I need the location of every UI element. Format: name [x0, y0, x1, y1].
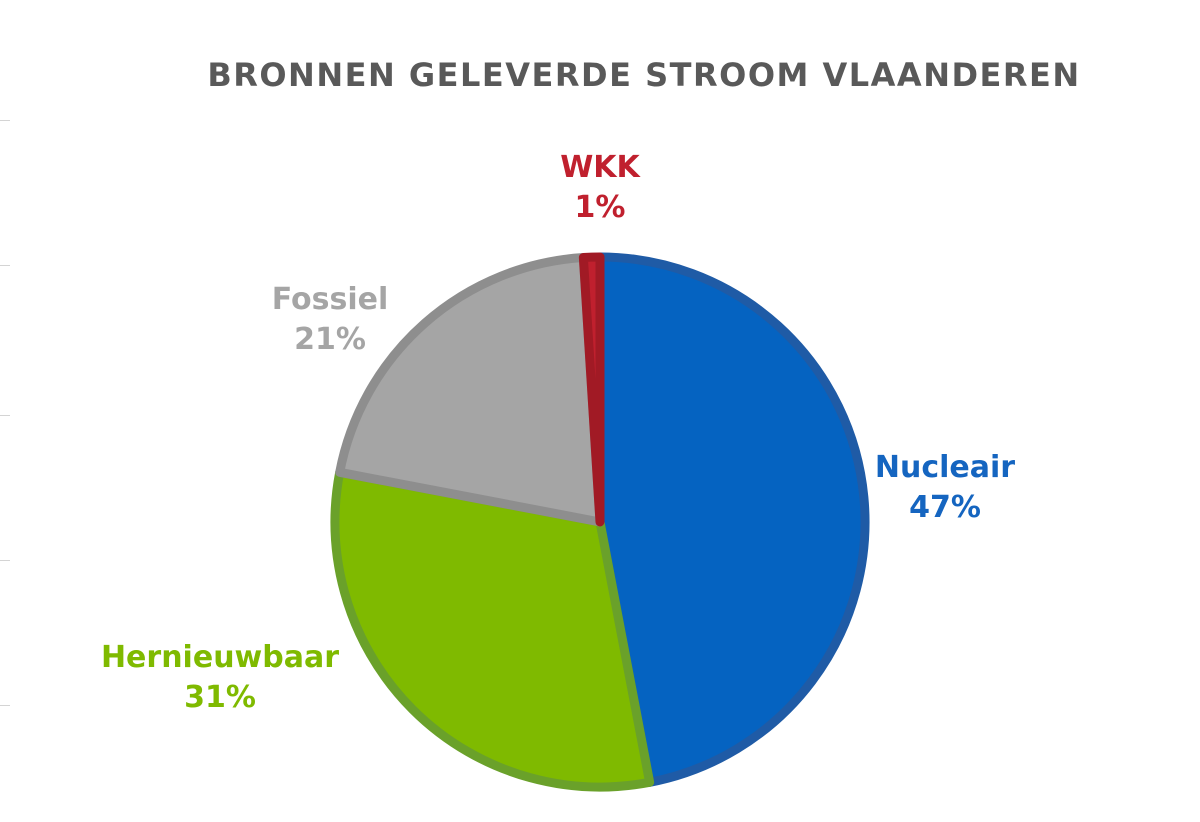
gridline: [0, 560, 10, 561]
slice-percent-nucleair: 47%: [909, 490, 981, 525]
slice-name-hernieuwbaar: Hernieuwbaar: [100, 640, 340, 675]
gridline: [0, 705, 10, 706]
slice-percent-fossiel: 21%: [294, 322, 366, 357]
gridline: [0, 120, 10, 121]
gridline: [0, 265, 10, 266]
slice-label-nucleair: Nucleair 47%: [870, 448, 1020, 528]
slice-name-fossiel: Fossiel: [271, 282, 389, 317]
pie-slice-hernieuwbaar: [330, 467, 655, 792]
pie-slice-nucleair: [595, 252, 870, 787]
slice-label-wkk: WKK 1%: [535, 148, 665, 228]
chart-title: BRONNEN GELEVERDE STROOM VLAANDEREN: [207, 56, 1081, 94]
slice-label-hernieuwbaar: Hernieuwbaar 31%: [90, 638, 350, 718]
slice-name-nucleair: Nucleair: [874, 450, 1016, 485]
gridline: [0, 415, 10, 416]
slice-label-fossiel: Fossiel 21%: [255, 280, 405, 360]
slice-percent-hernieuwbaar: 31%: [184, 680, 256, 715]
slice-percent-wkk: 1%: [574, 190, 626, 225]
pie-slice-fossiel: [335, 253, 605, 527]
slice-name-wkk: WKK: [560, 150, 640, 185]
pie-slice-wkk: [578, 252, 605, 527]
